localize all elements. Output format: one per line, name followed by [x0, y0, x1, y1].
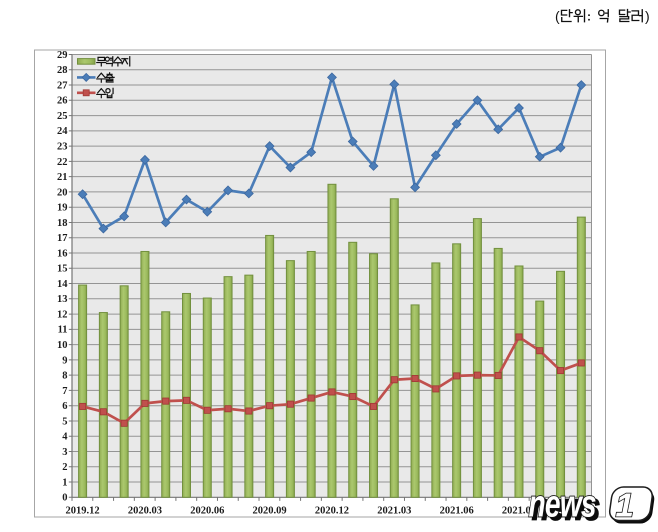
svg-text:21: 21: [57, 172, 68, 183]
svg-text:24: 24: [57, 126, 68, 137]
svg-text:29: 29: [57, 50, 68, 61]
svg-text:news: news: [529, 484, 597, 526]
svg-text:12: 12: [57, 309, 68, 320]
svg-text:2021.03: 2021.03: [377, 506, 411, 517]
svg-text:22: 22: [57, 157, 68, 168]
svg-text:2019.12: 2019.12: [66, 506, 100, 517]
svg-text:5: 5: [62, 416, 67, 427]
svg-text:27: 27: [57, 80, 68, 91]
svg-text:2: 2: [62, 462, 67, 473]
svg-text:8: 8: [62, 371, 67, 382]
svg-text:3: 3: [62, 447, 67, 458]
svg-text:1: 1: [62, 477, 67, 488]
svg-text:11: 11: [58, 325, 68, 336]
svg-text:19: 19: [57, 203, 68, 214]
svg-text::: :: [587, 10, 591, 24]
svg-text:16: 16: [57, 248, 68, 259]
svg-text:(: (: [555, 8, 560, 24]
svg-text:2020.09: 2020.09: [253, 506, 287, 517]
svg-text:13: 13: [57, 294, 68, 305]
svg-text:7: 7: [62, 386, 67, 397]
svg-text:2021.09: 2021.09: [502, 506, 536, 517]
svg-text:2020.03: 2020.03: [128, 506, 162, 517]
svg-text:0: 0: [62, 493, 67, 504]
svg-text:17: 17: [57, 233, 68, 244]
svg-text:6: 6: [62, 401, 67, 412]
svg-text:26: 26: [57, 96, 68, 107]
svg-text:4: 4: [62, 432, 68, 443]
svg-text:25: 25: [57, 111, 68, 122]
svg-text:23: 23: [57, 142, 68, 153]
svg-text:14: 14: [57, 279, 68, 290]
svg-text:15: 15: [57, 264, 68, 275]
svg-text:9: 9: [62, 355, 67, 366]
svg-text:1: 1: [616, 487, 634, 524]
svg-text:): ): [645, 8, 650, 24]
svg-text:2020.06: 2020.06: [190, 506, 224, 517]
svg-text:2021.06: 2021.06: [440, 506, 474, 517]
svg-text:28: 28: [57, 65, 68, 76]
svg-text:20: 20: [57, 187, 68, 198]
svg-text:2020.12: 2020.12: [315, 506, 349, 517]
svg-text:news: news: [532, 487, 600, 529]
svg-text:10: 10: [57, 340, 68, 351]
svg-text:18: 18: [57, 218, 68, 229]
